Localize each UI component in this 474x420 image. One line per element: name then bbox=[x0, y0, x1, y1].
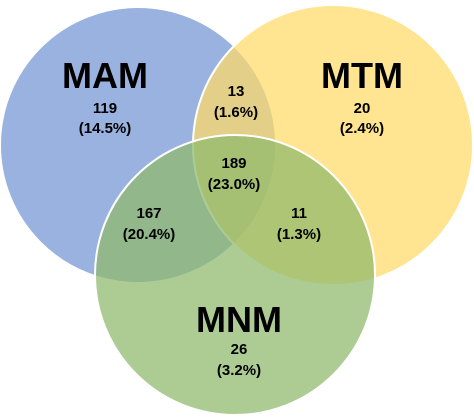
mnm-only-percent: (3.2%) bbox=[217, 362, 261, 379]
mam-mnm-count: 167 bbox=[136, 205, 161, 222]
mam-mnm-percent: (20.4%) bbox=[123, 226, 176, 243]
mtm-only-count: 20 bbox=[354, 100, 371, 117]
mam-only-percent: (14.5%) bbox=[79, 120, 132, 137]
mnm-circle bbox=[94, 134, 376, 416]
mam-label: MAM bbox=[62, 55, 148, 96]
all-count: 189 bbox=[221, 155, 246, 172]
mam-only-count: 119 bbox=[93, 100, 117, 117]
all-percent: (23.0%) bbox=[208, 176, 261, 193]
mtm-mnm-count: 11 bbox=[291, 205, 307, 222]
mtm-only-percent: (2.4%) bbox=[340, 120, 384, 137]
mnm-label: MNM bbox=[196, 299, 282, 340]
mtm-label: MTM bbox=[321, 55, 403, 96]
mnm-only-count: 26 bbox=[231, 341, 248, 358]
mtm-mnm-percent: (1.3%) bbox=[277, 226, 321, 243]
mam-mtm-count: 13 bbox=[228, 83, 245, 100]
mam-mtm-percent: (1.6%) bbox=[214, 104, 258, 121]
